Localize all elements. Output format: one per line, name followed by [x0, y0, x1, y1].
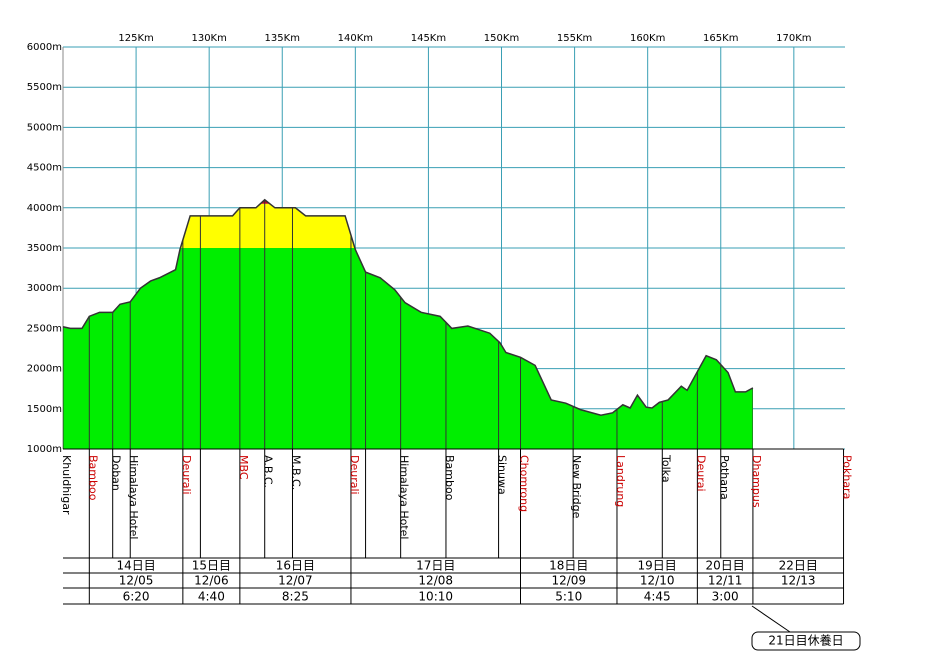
day-label: 22日目	[779, 559, 818, 573]
day-time: 4:45	[644, 590, 671, 604]
profile-line	[62, 198, 754, 417]
x-tick-label: 125Km	[118, 33, 153, 44]
x-tick-label: 130Km	[191, 33, 226, 44]
note-box	[751, 631, 861, 651]
stop-name: Chomrong	[518, 455, 531, 512]
stop-name: M.B.C.	[289, 455, 302, 490]
day-label: 16日目	[276, 559, 315, 573]
stop-name: A.B.C.	[262, 455, 275, 488]
y-tick-label: 5500m	[27, 82, 62, 93]
day-label: 18日目	[549, 559, 588, 573]
day-label: 15日目	[192, 559, 231, 573]
x-tick-label: 160Km	[630, 33, 665, 44]
stop-name: Pothana	[718, 455, 731, 500]
stop-name: Dhampus	[750, 455, 763, 508]
stop-name: New Bridge	[570, 455, 583, 519]
table: Khuldhigar Bamboo Doban Himalaya Hotel Deura…	[60, 448, 854, 605]
stop-name: Bamboo	[443, 455, 456, 501]
stop-name: Himalaya Hotel	[127, 455, 140, 539]
stop-name: Doban	[110, 455, 123, 491]
day-label: 17日目	[416, 559, 455, 573]
day-label: 19日目	[638, 559, 677, 573]
y-tick-label: 2500m	[27, 323, 62, 334]
stop-name: MBC	[237, 455, 250, 480]
x-tick-label: 140Km	[338, 33, 373, 44]
stop-name: Deurali	[348, 455, 361, 495]
area-zone	[180, 203, 355, 248]
day-time: 4:40	[198, 590, 225, 604]
stop-name: Tolka	[659, 454, 672, 483]
stop-name: Deurai	[694, 455, 707, 492]
day-label: 14日目	[116, 559, 155, 573]
day-date: 12/09	[551, 574, 586, 588]
day-time: 8:25	[282, 590, 309, 604]
y-tick-label: 3500m	[27, 243, 62, 254]
stop-name: Deurali	[180, 455, 193, 495]
day-time: 5:10	[555, 590, 582, 604]
day-date: 12/05	[119, 574, 154, 588]
y-tick-label: 5000m	[27, 122, 62, 133]
x-tick-label: 170Km	[776, 33, 811, 44]
day-date: 12/10	[640, 574, 675, 588]
x-tick-label: 145Km	[411, 33, 446, 44]
y-tick-label: 4000m	[27, 203, 62, 214]
x-tick-label: 155Km	[557, 33, 592, 44]
y-tick-label: 3000m	[27, 283, 62, 294]
day-date: 12/07	[278, 574, 313, 588]
day-time: 3:00	[712, 590, 739, 604]
area-zone	[63, 248, 753, 449]
stop-name: Sinuwa	[496, 455, 509, 495]
day-date: 12/06	[194, 574, 229, 588]
stop-name: Bamboo	[86, 455, 99, 501]
y-tick-label: 1500m	[27, 404, 62, 415]
x-tick-label: 165Km	[703, 33, 738, 44]
stop-name: Khuldhigar	[60, 455, 73, 515]
note-pointer	[751, 605, 791, 633]
y-tick-label: 6000m	[27, 42, 62, 53]
y-tick-label: 4500m	[27, 163, 62, 174]
y-tick-label: 1000m	[27, 444, 62, 455]
y-tick-label: 2000m	[27, 364, 62, 375]
day-time: 6:20	[123, 590, 150, 604]
note: 21日目休養日	[768, 633, 843, 648]
stop-name: Landrung	[614, 455, 627, 507]
day-date: 12/08	[418, 574, 453, 588]
day-date: 12/13	[781, 574, 816, 588]
x-tick-label: 150Km	[484, 33, 519, 44]
day-date: 12/11	[708, 574, 743, 588]
stop-name: Himalaya Hotel	[398, 455, 411, 539]
day-label: 20日目	[706, 559, 745, 573]
stop-name: Pokhara	[841, 455, 854, 499]
x-tick-label: 135Km	[265, 33, 300, 44]
day-time: 10:10	[418, 590, 453, 604]
